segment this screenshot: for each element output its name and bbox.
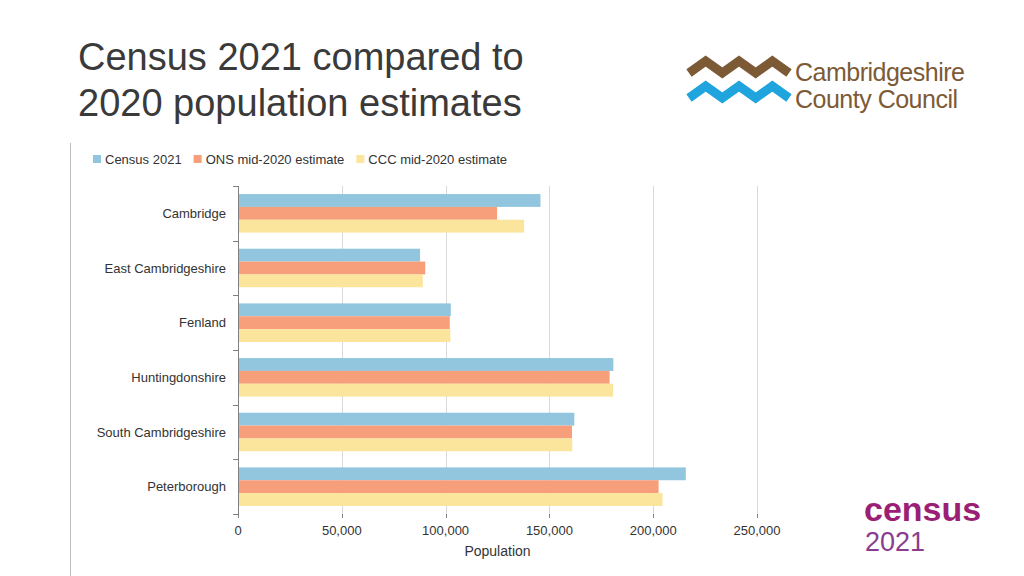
chart-svg: CambridgeshireCounty Council census2021 0 5… [0, 0, 1024, 576]
grid-line [549, 186, 550, 514]
census-logo-word: census [864, 490, 981, 528]
category-label: Fenland [179, 315, 226, 330]
bar [238, 467, 686, 480]
logo-chevron [689, 86, 789, 98]
category-label: Huntingdonshire [131, 370, 226, 385]
bar [238, 384, 613, 397]
slide-title: Census 2021 compared to 2020 population … [78, 34, 608, 126]
bar [238, 207, 497, 220]
legend-label: ONS mid-2020 estimate [206, 152, 345, 167]
x-tick-label: 200,000 [630, 523, 677, 538]
category-label: South Cambridgeshire [97, 425, 226, 440]
logo-chevron [689, 61, 789, 73]
council-logo-text: County Council [795, 85, 958, 113]
legend-swatch [356, 155, 364, 163]
y-tick [233, 405, 238, 406]
y-axis-line [238, 186, 239, 514]
bar [238, 249, 420, 262]
x-axis-label: Population [464, 543, 530, 559]
x-tick [653, 514, 654, 518]
bar [238, 220, 524, 233]
x-tick [342, 514, 343, 518]
x-tick [238, 514, 239, 518]
grid-line [653, 186, 654, 514]
x-tick-label: 100,000 [422, 523, 469, 538]
x-tick-label: 50,000 [322, 523, 362, 538]
bars [238, 194, 686, 506]
x-tick [549, 514, 550, 518]
category-label: Peterborough [147, 479, 226, 494]
x-tick-label: 0 [234, 523, 241, 538]
x-tick-label: 150,000 [526, 523, 573, 538]
bar [238, 371, 610, 384]
category-label: East Cambridgeshire [105, 261, 226, 276]
y-tick [233, 295, 238, 296]
bar [238, 426, 572, 439]
x-tick [757, 514, 758, 518]
legend-swatch [194, 155, 202, 163]
y-tick [233, 186, 238, 187]
bar [238, 316, 450, 329]
y-tick [233, 350, 238, 351]
bar [238, 493, 663, 506]
slide: Census 2021 compared to 2020 population … [0, 0, 1024, 576]
bar [238, 262, 425, 275]
bar [238, 438, 572, 451]
bar [238, 303, 451, 316]
council-logo-text: Cambridgeshire [795, 58, 964, 86]
bar [238, 329, 450, 342]
x-tick-label: 250,000 [734, 523, 781, 538]
bar [238, 274, 423, 287]
legend-label: CCC mid-2020 estimate [368, 152, 507, 167]
category-label: Cambridge [162, 206, 226, 221]
census-logo-year: 2021 [865, 527, 925, 557]
x-tick [446, 514, 447, 518]
slide-rule [70, 143, 71, 576]
bar [238, 480, 659, 493]
grid-line [757, 186, 758, 514]
y-tick [233, 241, 238, 242]
bar [238, 194, 540, 207]
legend-label: Census 2021 [105, 152, 182, 167]
grid-line [342, 186, 343, 514]
y-tick [233, 514, 238, 515]
bar [238, 413, 574, 426]
legend-swatch [93, 155, 101, 163]
grid-line [446, 186, 447, 514]
y-tick [233, 459, 238, 460]
bar [238, 358, 613, 371]
